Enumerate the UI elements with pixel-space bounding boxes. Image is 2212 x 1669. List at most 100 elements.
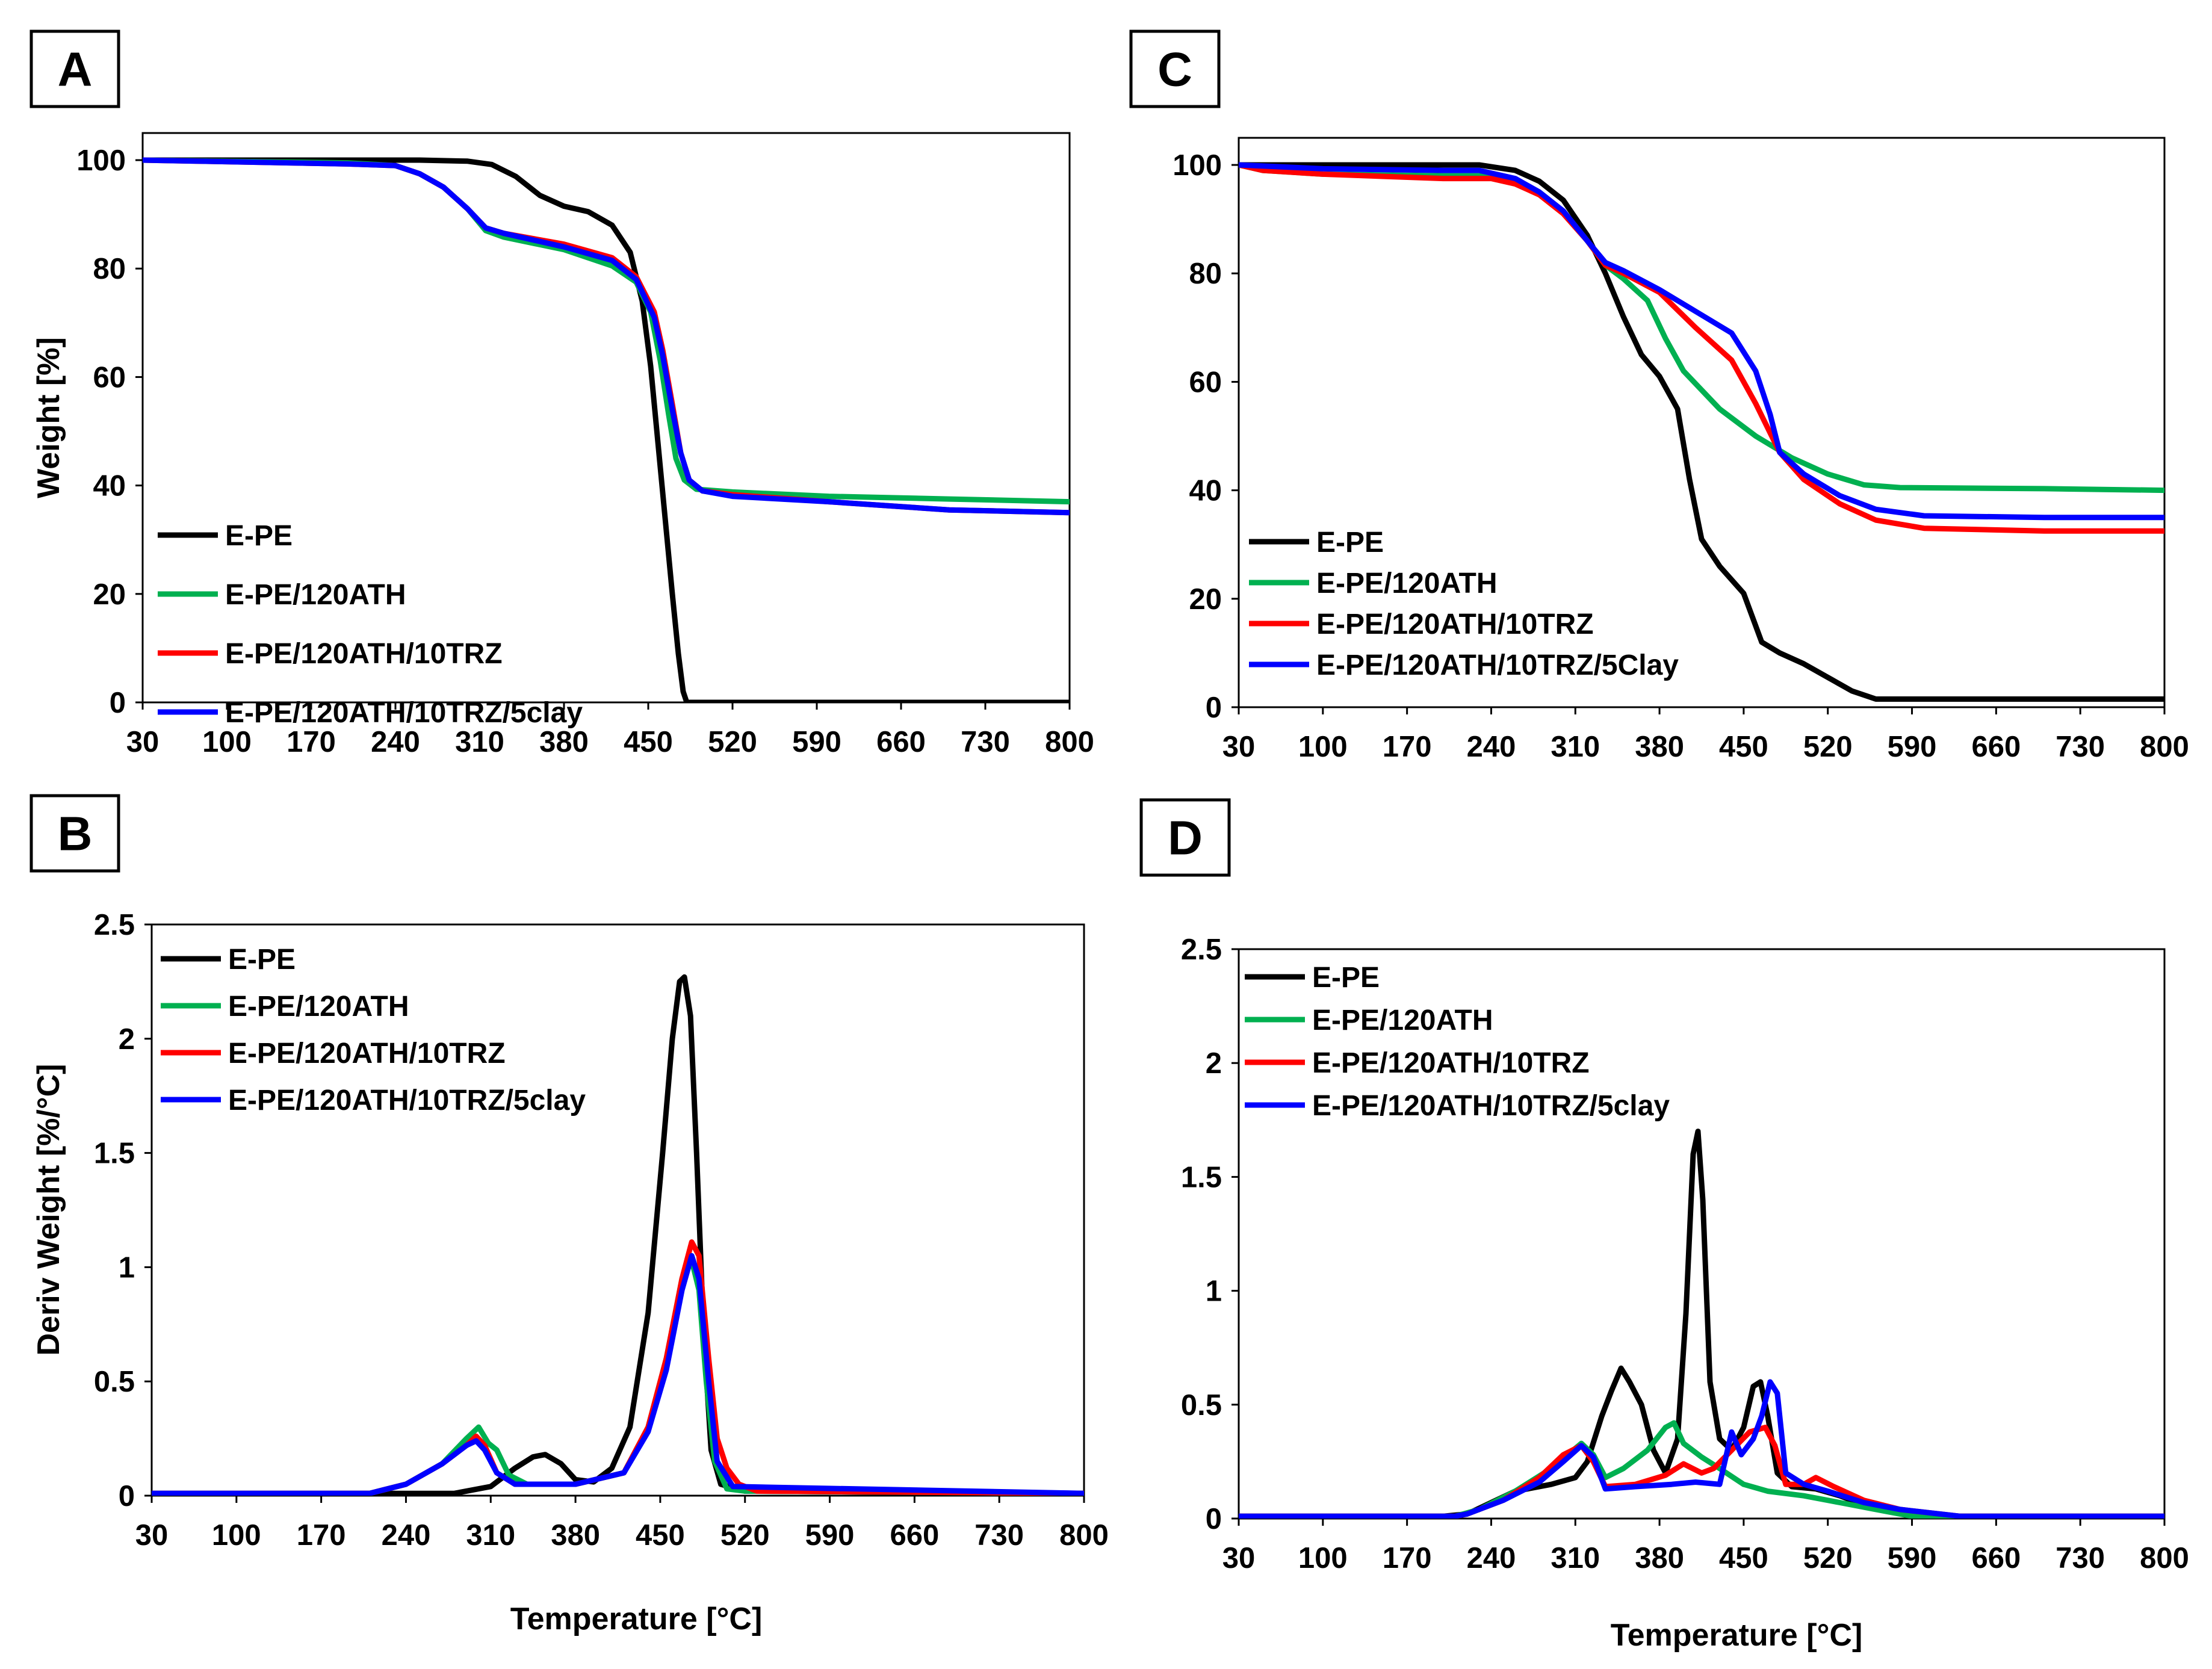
legend-label: E-PE (228, 944, 296, 976)
x-tick-label: 450 (636, 1519, 685, 1552)
plot-frame (1238, 948, 2166, 1520)
x-tick-label: 310 (466, 1519, 515, 1552)
y-tick-label: 2 (1206, 1047, 1222, 1080)
legend-label: E-PE (225, 520, 293, 552)
x-tick-label: 380 (1635, 1542, 1684, 1575)
y-tick-label: 60 (1189, 366, 1222, 398)
panel-letter: B (58, 807, 93, 861)
x-tick-label: 730 (961, 726, 1010, 758)
x-tick-label: 520 (708, 726, 757, 758)
y-tick-label: 2.5 (1181, 934, 1222, 966)
legend-label: E-PE/120ATH (225, 579, 406, 611)
plot-frame (1238, 137, 2166, 708)
series-line-e-pe-120ath-10trz (1239, 162, 2164, 534)
y-tick-label: 80 (93, 253, 126, 285)
y-tick-label: 2 (119, 1023, 135, 1056)
y-tick-label: 100 (1173, 149, 1222, 182)
panel-letter-box (1129, 29, 1221, 108)
panel-C: C 0 20 40 60 80 100 30 100 170 240 310 380 450 520 590 6… (1129, 29, 2189, 763)
panel-B: B 0 0.5 1 1.5 2 2.5 30 100 170 240 310 380 450 520 590 6… (29, 794, 1109, 1636)
panel-letter-box (1139, 798, 1231, 877)
x-tick-label: 380 (1635, 731, 1684, 763)
y-tick-label: 80 (1189, 258, 1222, 290)
y-tick-label: 0 (1206, 1503, 1222, 1535)
x-tick-label: 240 (371, 726, 420, 758)
y-tick-label: 60 (93, 361, 126, 394)
x-tick-label: 800 (2140, 731, 2189, 763)
x-tick-label: 100 (212, 1519, 261, 1552)
y-tick-label: 20 (1189, 583, 1222, 616)
x-tick-label: 30 (1222, 731, 1256, 763)
panel-letter-box (29, 29, 120, 108)
series-line-e-pe-120ath-10trz (143, 157, 1070, 516)
y-tick-label: 2.5 (94, 909, 135, 941)
legend-label: E-PE/120ATH/10TRZ/5clay (228, 1085, 586, 1116)
x-tick-label: 800 (1045, 726, 1094, 758)
panel-D: D 0 0.5 1 1.5 2 2.5 30 100 170 240 310 380 450 520 590 6… (1139, 798, 2189, 1653)
y-tick-label: 0.5 (94, 1366, 135, 1398)
x-tick-label: 730 (974, 1519, 1024, 1552)
x-axis-label: Temperature [°C] (510, 1602, 763, 1636)
x-tick-label: 100 (1298, 1542, 1348, 1575)
x-tick-label: 660 (890, 1519, 939, 1552)
legend-label: E-PE/120ATH/10TRZ (228, 1038, 506, 1070)
x-tick-label: 590 (1888, 731, 1937, 763)
y-tick-label: 0 (1206, 692, 1222, 724)
y-tick-label: 40 (1189, 475, 1222, 507)
series-line-e-pe-120ath-10trz-5clay (1239, 1379, 2164, 1519)
y-tick-label: 1.5 (1181, 1161, 1222, 1194)
x-tick-label: 240 (1467, 1542, 1516, 1575)
x-tick-label: 380 (551, 1519, 600, 1552)
x-tick-label: 450 (1719, 731, 1768, 763)
x-tick-label: 240 (382, 1519, 431, 1552)
y-tick-label: 20 (93, 578, 126, 611)
x-tick-label: 660 (1971, 731, 2021, 763)
panel-letter: D (1168, 811, 1203, 865)
x-axis-label: Temperature [°C] (1611, 1618, 1863, 1653)
x-tick-label: 590 (805, 1519, 855, 1552)
y-tick-label: 40 (93, 470, 126, 503)
plot-frame (141, 132, 1071, 704)
legend-label: E-PE/120ATH/10TRZ (1312, 1047, 1590, 1079)
x-tick-label: 170 (1383, 1542, 1432, 1575)
legend-label: E-PE/120ATH/10TRZ/5Clay (1316, 649, 1679, 681)
legend-label: E-PE/120ATH/10TRZ/5clay (225, 697, 583, 729)
plot-frame (150, 923, 1085, 1497)
y-tick-label: 0 (119, 1480, 135, 1513)
panel-A: A 0 20 40 60 80 100 30 100 170 240 310 380 450 520 590 6… (29, 29, 1094, 758)
y-tick-label: 0 (110, 687, 126, 719)
series-line-e-pe-120ath (1239, 1420, 2164, 1519)
x-tick-label: 310 (1551, 731, 1600, 763)
x-tick-label: 170 (287, 726, 336, 758)
series-line-e-pe-120ath (143, 157, 1070, 505)
x-tick-label: 520 (720, 1519, 770, 1552)
legend-label: E-PE/120ATH/10TRZ/5clay (1312, 1090, 1670, 1122)
y-axis-label: Deriv Weight [%/°C] (31, 1064, 66, 1356)
x-tick-label: 590 (1888, 1542, 1937, 1575)
panel-letter: A (58, 43, 93, 96)
x-tick-label: 520 (1803, 1542, 1853, 1575)
series-line-e-pe-120ath (1239, 162, 2164, 494)
x-tick-label: 520 (1803, 731, 1853, 763)
legend-label: E-PE/120ATH (1316, 568, 1498, 599)
x-tick-label: 170 (297, 1519, 346, 1552)
y-tick-label: 1 (119, 1251, 135, 1284)
x-tick-label: 800 (1059, 1519, 1109, 1552)
x-tick-label: 30 (135, 1519, 169, 1552)
series-line-e-pe (1239, 1129, 2164, 1519)
series-line-e-pe-120ath-10trz-5clay (1239, 162, 2164, 521)
y-tick-label: 0.5 (1181, 1389, 1222, 1422)
y-axis-label: Weight [%] (31, 337, 66, 498)
y-tick-label: 1.5 (94, 1138, 135, 1170)
x-tick-label: 660 (876, 726, 926, 758)
x-tick-label: 100 (1298, 731, 1348, 763)
x-tick-label: 730 (2056, 1542, 2105, 1575)
x-tick-label: 240 (1467, 731, 1516, 763)
x-tick-label: 30 (126, 726, 160, 758)
y-tick-label: 100 (76, 144, 126, 177)
x-tick-label: 310 (1551, 1542, 1600, 1575)
x-tick-label: 310 (455, 726, 504, 758)
x-tick-label: 30 (1222, 1542, 1256, 1575)
legend-label: E-PE/120ATH (1312, 1005, 1493, 1036)
